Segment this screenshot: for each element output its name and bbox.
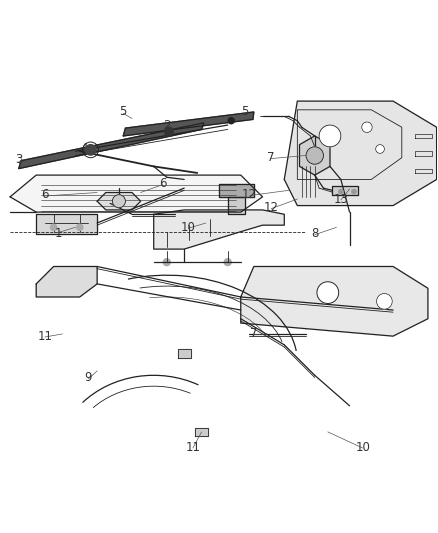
Text: 12: 12	[264, 201, 279, 214]
Text: 6: 6	[41, 188, 49, 201]
Text: 6: 6	[159, 177, 166, 190]
Circle shape	[317, 282, 339, 303]
Polygon shape	[195, 427, 208, 436]
Circle shape	[351, 189, 357, 194]
Text: 11: 11	[37, 329, 53, 343]
Polygon shape	[36, 266, 97, 297]
Circle shape	[319, 125, 341, 147]
Polygon shape	[154, 210, 284, 249]
Circle shape	[376, 144, 385, 154]
Text: 8: 8	[311, 228, 318, 240]
Text: 12: 12	[242, 188, 257, 201]
Text: 2: 2	[163, 118, 170, 132]
Circle shape	[113, 195, 125, 208]
Text: 1: 1	[54, 228, 62, 240]
Circle shape	[224, 259, 231, 265]
Text: 7: 7	[268, 151, 275, 164]
Circle shape	[85, 144, 96, 155]
Polygon shape	[332, 186, 358, 195]
Polygon shape	[10, 175, 262, 212]
Circle shape	[50, 224, 57, 231]
Text: 7: 7	[250, 327, 258, 341]
Text: 10: 10	[181, 221, 196, 234]
Circle shape	[362, 122, 372, 133]
Circle shape	[76, 224, 83, 231]
Circle shape	[163, 259, 170, 265]
Polygon shape	[19, 123, 204, 168]
Circle shape	[377, 294, 392, 309]
Text: 4: 4	[80, 142, 88, 156]
Polygon shape	[228, 197, 245, 214]
Polygon shape	[300, 136, 330, 175]
Circle shape	[165, 127, 173, 136]
Polygon shape	[219, 184, 254, 197]
Polygon shape	[97, 192, 141, 210]
Polygon shape	[178, 349, 191, 358]
Circle shape	[306, 147, 323, 164]
Text: 10: 10	[355, 441, 370, 454]
Text: 9: 9	[85, 371, 92, 384]
Polygon shape	[36, 214, 97, 234]
Polygon shape	[241, 266, 428, 336]
Circle shape	[228, 118, 234, 124]
Text: 13: 13	[333, 192, 348, 206]
Text: 5: 5	[241, 106, 249, 118]
Polygon shape	[123, 112, 254, 136]
Polygon shape	[284, 101, 437, 206]
Circle shape	[338, 189, 343, 194]
Text: 5: 5	[120, 106, 127, 118]
Text: 11: 11	[185, 441, 201, 454]
Text: 3: 3	[15, 154, 22, 166]
